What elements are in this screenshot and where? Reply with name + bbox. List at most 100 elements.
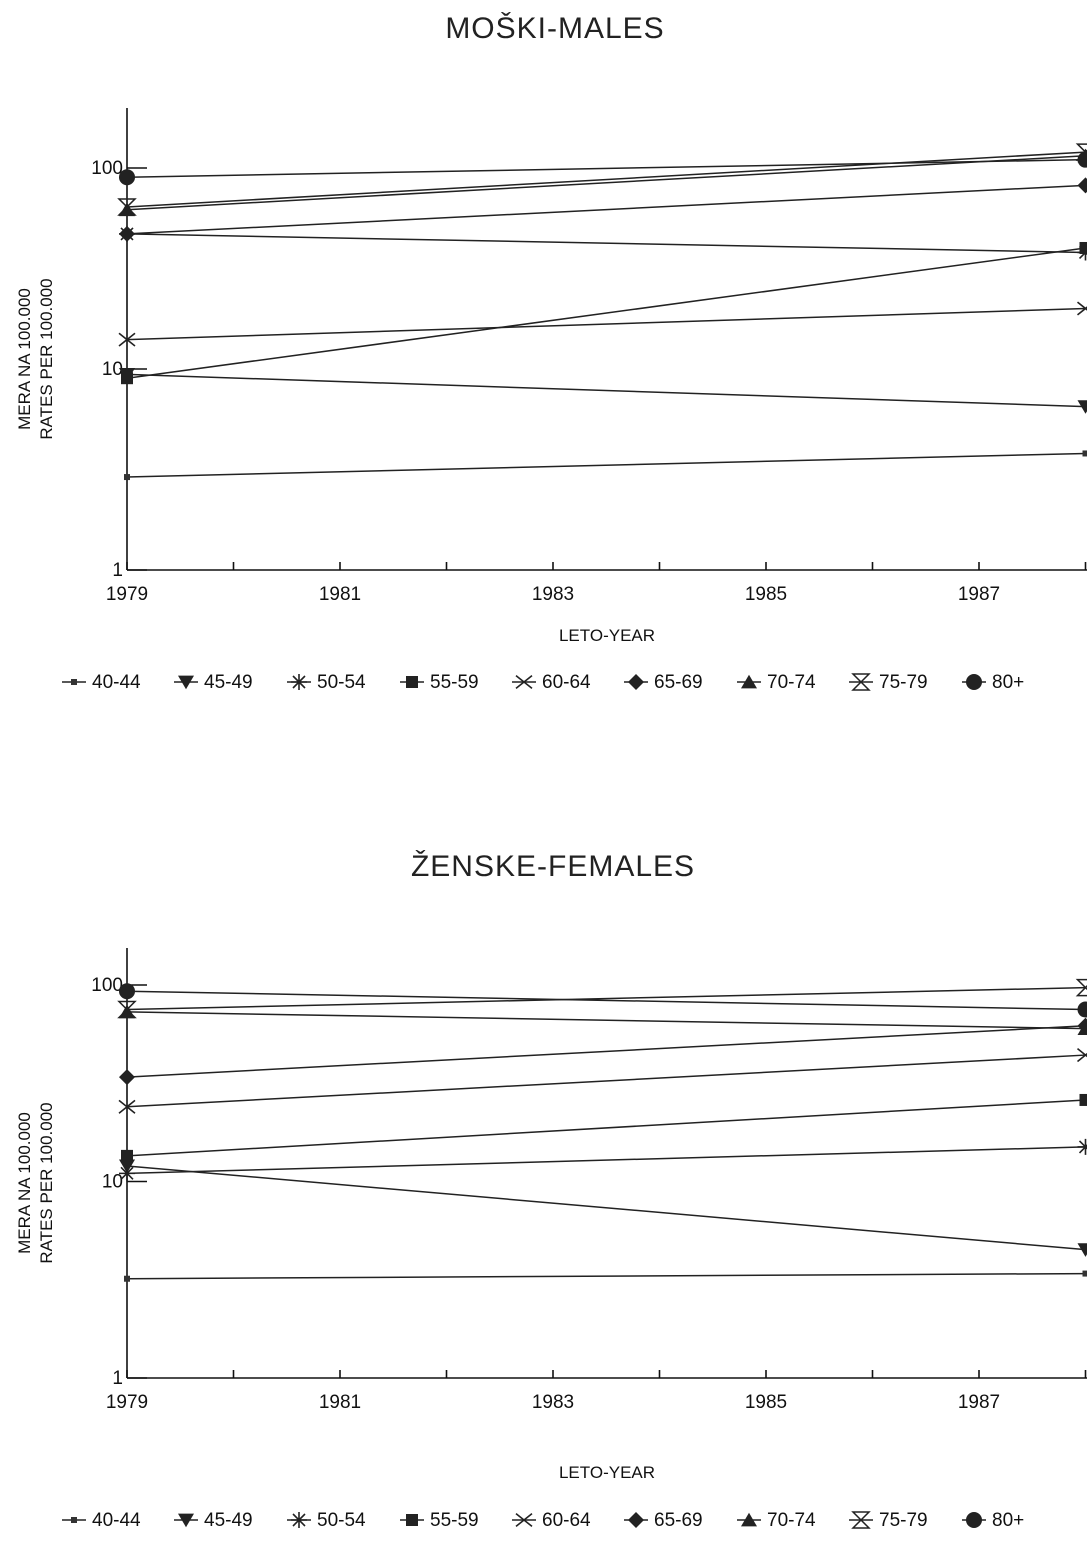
females-legend-label: 55-59: [430, 1510, 479, 1531]
females-data-point: [118, 1099, 136, 1114]
males-y-axis-label: MERA NA 100.000: [15, 288, 34, 430]
females-legend-label: 70-74: [767, 1510, 816, 1531]
males-data-point: [1077, 177, 1087, 194]
females-data-point: [121, 1149, 133, 1162]
males-legend-marker: [741, 674, 757, 689]
females-data-point: [1075, 978, 1087, 997]
females-legend-label: 60-64: [542, 1510, 591, 1531]
males-legend-label: 55-59: [430, 672, 479, 693]
females-legend-label: 40-44: [92, 1510, 141, 1531]
females-legend-label: 45-49: [204, 1510, 253, 1531]
males-y-tick-label: 100: [91, 158, 123, 179]
males-data-point: [121, 372, 133, 385]
males-data-point: [119, 169, 135, 186]
females-x-tick-label: 1987: [958, 1392, 1000, 1413]
males-legend-item: 70-74: [737, 672, 816, 693]
females-data-point: [1077, 1021, 1087, 1035]
males-legend-item: 55-59: [400, 672, 479, 693]
females-legend-marker: [71, 1517, 77, 1523]
males-legend-marker: [628, 674, 644, 690]
males-legend-item: 40-44: [62, 672, 141, 693]
females-x-tick-label: 1985: [745, 1392, 787, 1413]
males-series-65-69: [119, 177, 1087, 242]
females-y-axis-label: RATES PER 100.000: [37, 1102, 56, 1263]
males-legend-label: 80+: [992, 672, 1024, 693]
males-series-75-79: [117, 143, 1087, 216]
males-y-tick-label: 1: [112, 560, 123, 581]
females-series-line: [126, 1054, 1086, 1108]
males-legend-label: 40-44: [92, 672, 141, 693]
females-series-80plus: [119, 983, 1087, 1018]
males-legend-item: 65-69: [624, 672, 703, 693]
males-legend-label: 75-79: [879, 672, 928, 693]
females-legend-marker: [291, 1512, 307, 1528]
males-data-point: [1077, 151, 1087, 168]
males-series-line: [126, 373, 1086, 408]
females-series-line: [126, 990, 1086, 1011]
females-series-55-59: [121, 1093, 1087, 1162]
females-legend-item: 80+: [962, 1510, 1024, 1531]
females-series-75-79: [117, 978, 1087, 1019]
females-legend-item: 45-49: [174, 1510, 253, 1531]
females-legend-marker: [628, 1512, 644, 1528]
males-data-point: [1077, 400, 1087, 414]
males-data-point: [1079, 241, 1087, 254]
males-y-axis-label: RATES PER 100.000: [37, 278, 56, 439]
males-legend-label: 60-64: [542, 672, 591, 693]
males-y-tick-label: 10: [102, 359, 123, 380]
females-data-point: [119, 983, 135, 1000]
males-series-line: [126, 151, 1086, 208]
males-data-point: [117, 198, 137, 216]
males-x-tick-label: 1979: [106, 584, 148, 605]
females-legend-label: 50-54: [317, 1510, 366, 1531]
males-legend-label: 45-49: [204, 672, 253, 693]
females-data-point: [1079, 1093, 1087, 1106]
females-data-point: [119, 1165, 135, 1182]
females-series-40-44: [124, 1270, 1087, 1282]
females-series-line: [126, 1011, 1086, 1030]
males-legend-marker: [178, 675, 194, 690]
males-data-point: [119, 225, 135, 242]
males-series-line: [126, 184, 1086, 235]
males-legend-item: 45-49: [174, 672, 253, 693]
females-legend-item: 55-59: [400, 1510, 479, 1531]
males-series-line: [126, 233, 1086, 254]
males-series-line: [126, 307, 1086, 341]
females-legend-item: 75-79: [849, 1510, 928, 1531]
females-legend-marker: [741, 1512, 757, 1527]
males-data-point: [119, 202, 135, 217]
females-series-60-64: [118, 1048, 1087, 1114]
males-series-70-74: [119, 148, 1087, 217]
females-legend-item: 50-54: [287, 1510, 366, 1531]
males-chart: MOŠKI-MALES 1 10 100 1979 1981 1983 1985 1987 LET…: [15, 11, 1087, 693]
females-series-65-69: [119, 1017, 1087, 1086]
males-chart-title: MOŠKI-MALES: [445, 11, 664, 45]
females-x-tick-label: 1979: [106, 1392, 148, 1413]
females-series-line: [126, 1165, 1086, 1251]
males-series-line: [126, 158, 1086, 178]
females-chart: ŽENSKE-FEMALES 1 10 100 1979 1981 1983 1985 1987…: [15, 850, 1087, 1531]
females-series-50-54: [119, 1138, 1087, 1182]
males-data-point: [124, 474, 130, 481]
males-legend-label: 70-74: [767, 672, 816, 693]
females-series-45-49: [119, 1159, 1087, 1257]
males-series-line: [126, 155, 1086, 211]
males-legend-marker: [71, 679, 77, 685]
females-data-point: [1077, 1001, 1087, 1018]
males-legend-marker: [291, 674, 307, 690]
females-data-point: [124, 1275, 130, 1282]
males-series-45-49: [119, 368, 1087, 414]
females-chart-title: ŽENSKE-FEMALES: [411, 850, 695, 883]
females-legend-marker: [406, 1514, 418, 1526]
males-legend-label: 50-54: [317, 672, 366, 693]
females-data-point: [1077, 1048, 1087, 1063]
females-legend-label: 80+: [992, 1510, 1024, 1531]
females-legend-marker: [515, 1512, 533, 1528]
females-legend-item: 65-69: [624, 1510, 703, 1531]
females-data-point: [119, 1004, 135, 1019]
females-legend-label: 65-69: [654, 1510, 703, 1531]
females-data-point: [1082, 1270, 1087, 1277]
males-series-55-59: [121, 241, 1087, 385]
females-legend-item: 60-64: [512, 1510, 591, 1531]
females-series-70-74: [119, 1004, 1087, 1035]
